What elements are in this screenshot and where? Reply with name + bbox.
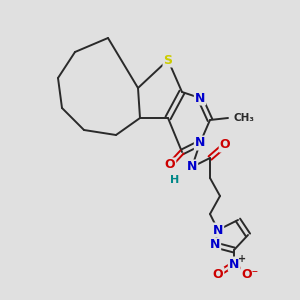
Text: O: O [165, 158, 175, 172]
Text: N: N [213, 224, 223, 236]
Text: S: S [164, 53, 172, 67]
Text: N: N [195, 136, 205, 149]
Text: O⁻: O⁻ [242, 268, 259, 281]
Text: +: + [238, 254, 246, 264]
Text: N: N [187, 160, 197, 173]
Text: N: N [210, 238, 220, 251]
Text: O: O [213, 268, 223, 281]
Text: CH₃: CH₃ [234, 113, 255, 123]
Text: O: O [220, 139, 230, 152]
Text: N: N [229, 257, 239, 271]
Text: H: H [170, 175, 180, 185]
Text: N: N [195, 92, 205, 104]
